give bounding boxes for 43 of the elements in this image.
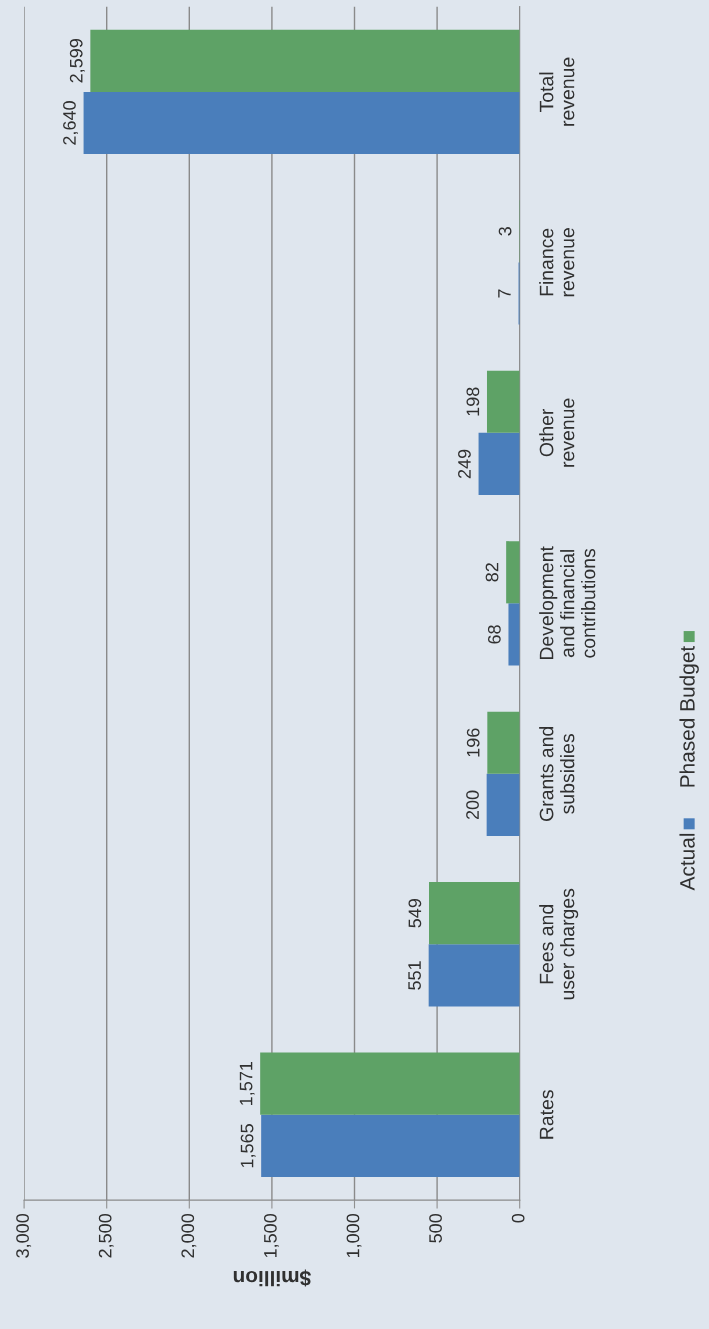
x-tick-label: 2,000: [181, 1213, 197, 1258]
bar: [90, 29, 520, 92]
text: 551: [408, 961, 421, 990]
text: 1,565: [240, 1124, 256, 1168]
x-tick-label: 500: [429, 1213, 442, 1243]
x-tick-label: 0: [511, 1213, 525, 1223]
text: 249: [458, 449, 471, 479]
text: 549: [408, 899, 422, 928]
text: 3: [498, 227, 512, 236]
bar: [261, 1114, 520, 1178]
bar: [429, 882, 520, 945]
x-tick-label: 1,500: [263, 1213, 279, 1258]
text: 2,640: [63, 101, 78, 145]
y-tick-label: Rates: [539, 1090, 554, 1139]
legend-label: Phased Budget: [679, 645, 699, 787]
x-tick-label: 2,500: [98, 1213, 114, 1258]
x-tick-label: 3,000: [16, 1213, 32, 1258]
text: 68: [487, 625, 501, 644]
bar: [428, 944, 520, 1007]
text: 82: [485, 563, 499, 582]
bar: [508, 603, 520, 666]
text: 2,599: [69, 39, 85, 83]
text: 198: [466, 387, 480, 416]
y-tick-label: Fees and user charges: [539, 888, 579, 1000]
legend-label: Actual: [679, 833, 695, 891]
y-tick-label: Other revenue: [539, 398, 575, 467]
x-tick-label: 1,000: [346, 1213, 362, 1258]
y-tick-label: Total revenue: [539, 57, 575, 126]
bar: [478, 432, 520, 496]
text: 196: [466, 728, 480, 757]
bar: [506, 541, 520, 604]
bar: [486, 773, 520, 837]
text: 200: [466, 790, 479, 820]
text: 1,571: [239, 1062, 255, 1105]
x-axis-title: $million: [233, 1269, 311, 1287]
text: 7: [498, 289, 511, 298]
bar: [260, 1052, 520, 1115]
bar: [83, 91, 520, 155]
bar: [487, 711, 520, 774]
y-tick-label: Development and financial contributions: [539, 546, 596, 660]
y-tick-label: Grants and subsidies: [539, 727, 575, 821]
bar: [486, 370, 520, 433]
y-tick-label: Finance revenue: [539, 228, 575, 297]
